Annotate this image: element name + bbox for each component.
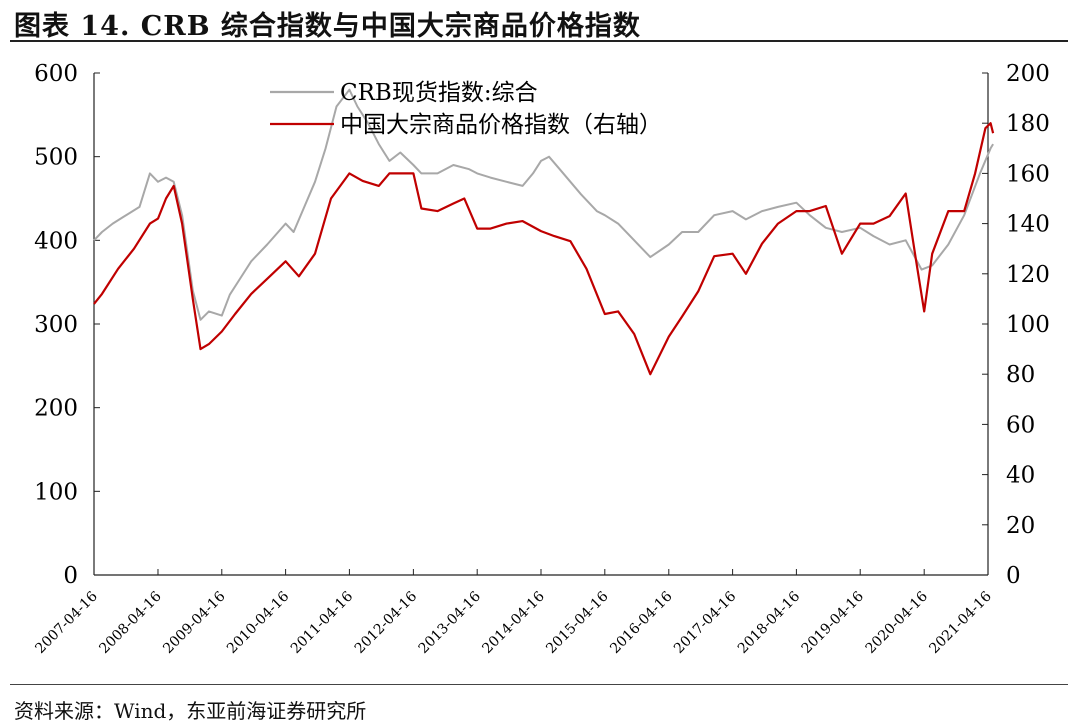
x-tick-label: 2021-04-16 [926,588,994,656]
y-right-tick-label: 120 [1006,262,1050,288]
y-left-tick-label: 400 [34,228,78,254]
x-tick-label: 2013-04-16 [416,588,484,656]
y-left-tick-label: 0 [63,563,78,589]
y-left-tick-label: 600 [34,61,78,87]
series-line-crb [93,88,994,321]
source-note: 资料来源：Wind，东亚前海证券研究所 [14,699,367,723]
y-left-tick-label: 500 [34,145,78,171]
source-rule [10,684,1068,685]
x-tick-label: 2019-04-16 [799,588,867,656]
y-right-tick-label: 200 [1006,61,1050,87]
x-tick-label: 2008-04-16 [96,588,164,656]
x-tick-label: 2012-04-16 [352,588,420,656]
figure-title: 图表 14. CRB 综合指数与中国大宗商品价格指数 [14,11,641,42]
y-right-tick-label: 140 [1006,212,1050,238]
chart-axes: 0 100 200 300 400 500 600 0 20 40 60 80 100 120 140 160… [32,61,1049,657]
x-tick-label: 2011-04-16 [288,588,356,656]
x-tick-label: 2015-04-16 [543,588,611,656]
x-tick-label: 2018-04-16 [735,588,803,656]
x-tick-label: 2016-04-16 [607,588,675,656]
x-tick-label: 2007-04-16 [32,588,100,656]
y-right-tick-label: 80 [1006,362,1035,388]
title-rule [10,40,1068,42]
x-tick-label: 2020-04-16 [863,588,931,656]
x-tick-label: 2014-04-16 [479,588,547,656]
y-left-tick-label: 100 [34,479,78,505]
y-left-tick-label: 300 [34,312,78,338]
x-tick-label: 2009-04-16 [160,588,228,656]
x-tick-label: 2017-04-16 [671,588,739,656]
y-right-tick-label: 180 [1006,111,1050,137]
x-tick-label: 2010-04-16 [224,588,292,656]
legend-label: CRB现货指数:综合 [340,80,538,106]
y-left-tick-label: 200 [34,396,78,422]
series-layer [93,88,995,376]
line-chart: 0 100 200 300 400 500 600 0 20 40 60 80 100 120 140 160… [32,61,1049,657]
legend-label: 中国大宗商品价格指数（右轴） [340,112,662,138]
y-right-tick-label: 40 [1006,463,1035,489]
y-right-tick-label: 20 [1006,513,1035,539]
y-right-tick-label: 160 [1006,161,1050,187]
series-line-china-commodity [93,122,995,376]
y-right-tick-label: 0 [1006,563,1021,589]
y-right-tick-label: 60 [1006,412,1035,438]
y-right-tick-label: 100 [1006,312,1050,338]
